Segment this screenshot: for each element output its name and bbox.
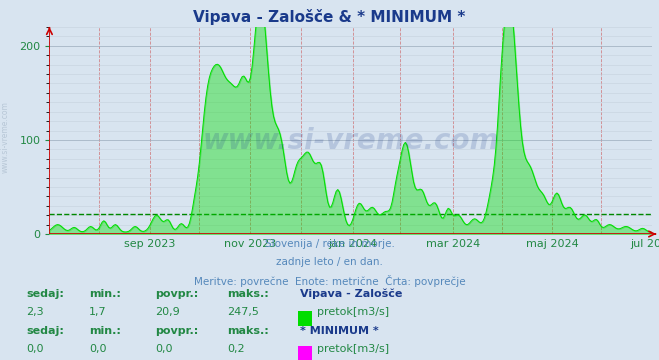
Text: pretok[m3/s]: pretok[m3/s] [317, 307, 389, 317]
Text: 0,0: 0,0 [155, 344, 173, 354]
Text: 20,9: 20,9 [155, 307, 180, 317]
Text: 1,7: 1,7 [89, 307, 107, 317]
Text: www.si-vreme.com: www.si-vreme.com [1, 101, 10, 173]
Text: Vipava - Zalošče & * MINIMUM *: Vipava - Zalošče & * MINIMUM * [193, 9, 466, 25]
Text: min.:: min.: [89, 326, 121, 336]
Text: 2,3: 2,3 [26, 307, 44, 317]
Text: www.si-vreme.com: www.si-vreme.com [203, 127, 499, 155]
Text: Meritve: povrečne  Enote: metrične  Črta: povprečje: Meritve: povrečne Enote: metrične Črta: … [194, 275, 465, 287]
Text: sedaj:: sedaj: [26, 289, 64, 299]
Text: Slovenija / reke in morje.: Slovenija / reke in morje. [264, 239, 395, 249]
Text: * MINIMUM *: * MINIMUM * [300, 326, 378, 336]
Text: pretok[m3/s]: pretok[m3/s] [317, 344, 389, 354]
Text: zadnje leto / en dan.: zadnje leto / en dan. [276, 257, 383, 267]
Text: 0,2: 0,2 [227, 344, 245, 354]
Text: 0,0: 0,0 [89, 344, 107, 354]
Text: 0,0: 0,0 [26, 344, 44, 354]
Text: povpr.:: povpr.: [155, 289, 198, 299]
Text: Vipava - Zalošče: Vipava - Zalošče [300, 288, 402, 299]
Text: maks.:: maks.: [227, 289, 269, 299]
Text: maks.:: maks.: [227, 326, 269, 336]
Text: 247,5: 247,5 [227, 307, 259, 317]
Text: min.:: min.: [89, 289, 121, 299]
Text: sedaj:: sedaj: [26, 326, 64, 336]
Text: povpr.:: povpr.: [155, 326, 198, 336]
